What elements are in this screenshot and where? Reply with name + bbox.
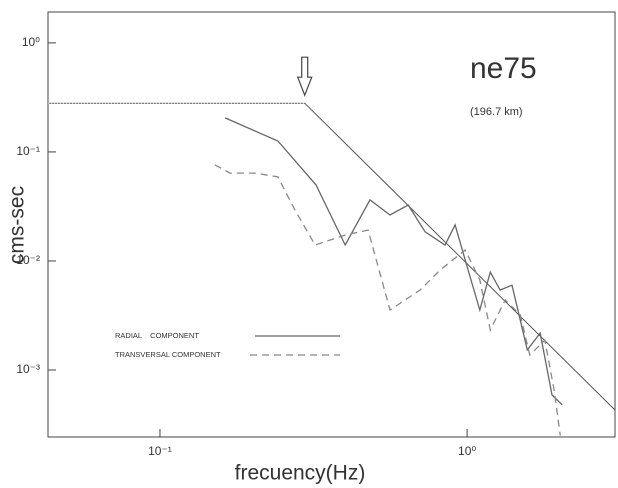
legend-label: TRANSVERSAL COMPONENT [115, 350, 221, 359]
y-tick-label: 10⁻³ [16, 362, 40, 376]
series-line [224, 117, 563, 406]
station-label: ne75 [470, 52, 537, 85]
x-axis-title: frecuency(Hz) [235, 462, 366, 485]
distance-label: (196.7 km) [470, 106, 523, 118]
y-axis-title: cms-sec [6, 186, 29, 264]
x-tick-label: 10⁰ [458, 444, 476, 458]
y-tick-label: 10⁻¹ [16, 144, 40, 158]
x-tick-label: 10⁻¹ [148, 444, 172, 458]
reference-line [48, 102, 616, 411]
plot-frame [47, 11, 616, 438]
y-tick-label: 10⁰ [22, 35, 40, 49]
y-tick-label: 10⁻² [16, 253, 40, 267]
series-line [214, 164, 561, 436]
legend-label: RADIAL COMPONENT [115, 331, 199, 340]
corner-arrow [296, 56, 313, 97]
